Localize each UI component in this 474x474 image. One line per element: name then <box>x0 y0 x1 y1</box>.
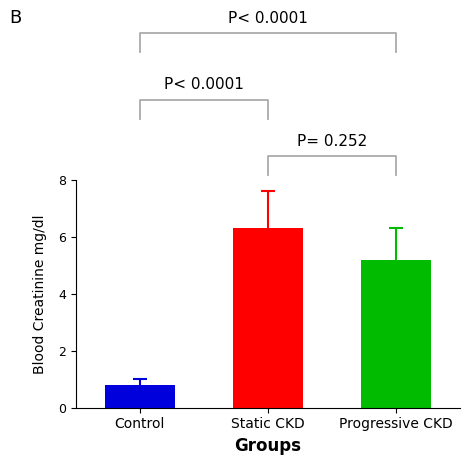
Y-axis label: Blood Creatinine mg/dl: Blood Creatinine mg/dl <box>33 214 47 374</box>
Text: P= 0.252: P= 0.252 <box>297 134 367 149</box>
Bar <box>361 260 431 408</box>
X-axis label: Groups: Groups <box>234 437 301 455</box>
Text: P< 0.0001: P< 0.0001 <box>228 11 308 26</box>
Bar <box>105 385 175 408</box>
Text: P< 0.0001: P< 0.0001 <box>164 77 244 92</box>
Text: B: B <box>9 9 22 27</box>
Bar <box>233 228 303 408</box>
